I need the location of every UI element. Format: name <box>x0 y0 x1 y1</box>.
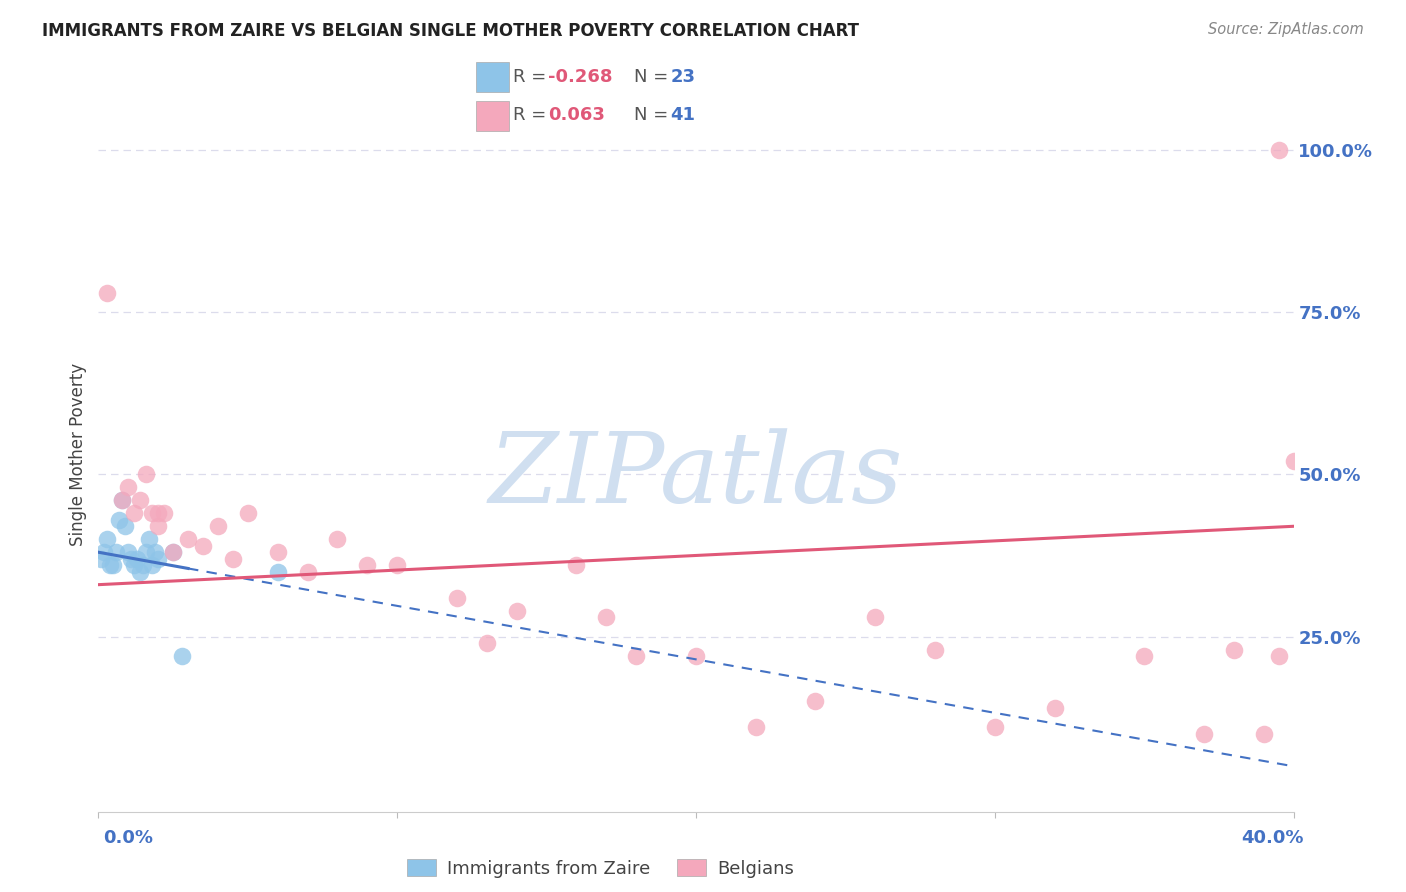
Text: IMMIGRANTS FROM ZAIRE VS BELGIAN SINGLE MOTHER POVERTY CORRELATION CHART: IMMIGRANTS FROM ZAIRE VS BELGIAN SINGLE … <box>42 22 859 40</box>
Point <box>685 648 707 663</box>
Point <box>191 539 214 553</box>
Point <box>135 545 157 559</box>
Point <box>326 533 349 547</box>
Text: -0.268: -0.268 <box>548 68 613 86</box>
Point <box>117 480 139 494</box>
Point <box>984 720 1007 734</box>
Text: 23: 23 <box>671 68 696 86</box>
Point <box>1043 701 1066 715</box>
Point <box>475 636 498 650</box>
FancyBboxPatch shape <box>475 62 509 92</box>
Point <box>96 285 118 300</box>
Point <box>236 506 259 520</box>
Point <box>385 558 409 573</box>
Text: N =: N = <box>634 106 675 124</box>
Text: 41: 41 <box>671 106 696 124</box>
Point <box>446 591 468 605</box>
Point <box>267 545 290 559</box>
Point <box>141 558 163 573</box>
Point <box>297 565 319 579</box>
Point <box>1282 454 1305 468</box>
Point <box>143 545 166 559</box>
Point <box>865 610 887 624</box>
Point <box>127 551 149 566</box>
Text: ZIPatlas: ZIPatlas <box>489 429 903 524</box>
Text: R =: R = <box>513 68 553 86</box>
Point <box>626 648 648 663</box>
Point <box>96 533 118 547</box>
Point <box>148 506 170 520</box>
Point <box>1192 727 1215 741</box>
Point <box>138 533 160 547</box>
Text: N =: N = <box>634 68 675 86</box>
Point <box>148 551 170 566</box>
Point <box>135 467 157 482</box>
Point <box>108 513 131 527</box>
Point <box>924 642 946 657</box>
Point <box>804 694 827 708</box>
Point <box>129 493 152 508</box>
Point <box>105 545 128 559</box>
Point <box>207 519 229 533</box>
Point <box>120 551 142 566</box>
Text: R =: R = <box>513 106 558 124</box>
Point <box>172 648 194 663</box>
Point <box>506 604 529 618</box>
Text: 0.0%: 0.0% <box>103 829 153 847</box>
Point <box>129 565 152 579</box>
Point <box>222 551 245 566</box>
Point <box>93 545 115 559</box>
Point <box>565 558 588 573</box>
Point <box>1133 648 1156 663</box>
Point <box>114 519 136 533</box>
Point <box>103 558 125 573</box>
Point <box>153 506 176 520</box>
Legend: Immigrants from Zaire, Belgians: Immigrants from Zaire, Belgians <box>399 852 801 885</box>
Point <box>162 545 184 559</box>
Point <box>267 565 290 579</box>
Point <box>595 610 617 624</box>
Text: Source: ZipAtlas.com: Source: ZipAtlas.com <box>1208 22 1364 37</box>
Text: 0.063: 0.063 <box>548 106 605 124</box>
Point <box>1253 727 1275 741</box>
Point <box>1223 642 1246 657</box>
Point <box>177 533 200 547</box>
Point <box>745 720 768 734</box>
Point <box>162 545 184 559</box>
Y-axis label: Single Mother Poverty: Single Mother Poverty <box>69 363 87 547</box>
Point <box>148 519 170 533</box>
Point <box>132 558 155 573</box>
Point <box>111 493 134 508</box>
Point <box>117 545 139 559</box>
Text: 40.0%: 40.0% <box>1241 829 1303 847</box>
Point <box>1267 648 1289 663</box>
Point <box>356 558 378 573</box>
Point <box>111 493 134 508</box>
Point <box>90 551 112 566</box>
Point <box>100 558 122 573</box>
Point <box>124 558 146 573</box>
FancyBboxPatch shape <box>475 101 509 130</box>
Point <box>124 506 146 520</box>
Point <box>1267 143 1289 157</box>
Point <box>141 506 163 520</box>
